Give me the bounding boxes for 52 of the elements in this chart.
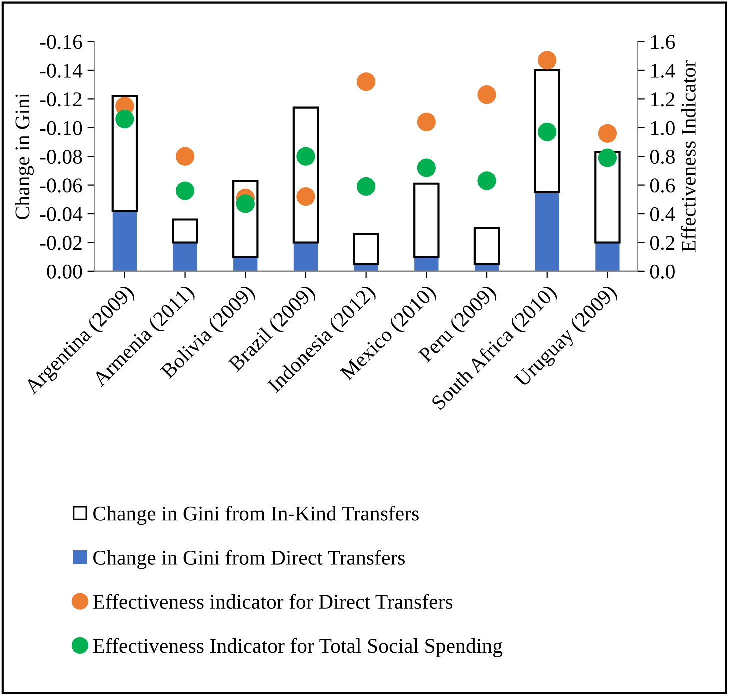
y2-tick-label: 0.6 xyxy=(650,178,676,193)
legend-label: Effectiveness indicator for Direct Transfers xyxy=(93,594,453,610)
point xyxy=(296,147,316,166)
y2-tick-label: 1.0 xyxy=(652,121,675,136)
point xyxy=(417,158,436,178)
y2-tick-label: 0.2 xyxy=(650,236,675,250)
point xyxy=(417,112,436,132)
bar xyxy=(353,233,380,266)
y2-tick-label: 1.6 xyxy=(652,35,676,50)
point xyxy=(538,122,557,142)
bar xyxy=(414,182,440,258)
y2-axis-title: Effectiveness Indicator xyxy=(681,60,696,252)
y-tick-label: -0.10 xyxy=(40,121,82,136)
bar xyxy=(234,257,258,272)
point xyxy=(478,86,496,104)
y2-tick-label: 0.4 xyxy=(650,207,676,222)
bar xyxy=(172,218,198,244)
bar xyxy=(534,69,560,194)
legend-label: Change in Gini from Direct Transfers xyxy=(94,550,405,570)
bar xyxy=(535,192,560,272)
point xyxy=(357,72,376,92)
y2-tick-label: 1.2 xyxy=(652,92,675,107)
bar xyxy=(112,211,138,272)
bar xyxy=(596,242,620,272)
point xyxy=(598,148,618,168)
point xyxy=(236,194,255,214)
legend-label: Effectiveness Indicator for Total Social Spending xyxy=(93,638,503,658)
y-axis-title: Change in Gini xyxy=(15,93,34,220)
y-tick-label: -0.02 xyxy=(40,236,82,250)
point xyxy=(176,147,195,166)
point xyxy=(357,177,376,196)
y-tick-label: 0.00 xyxy=(47,264,82,279)
y2-tick-label: 0.8 xyxy=(650,150,675,164)
y2-tick-label: 1.4 xyxy=(652,64,676,78)
legend-label: Change in Gini from In-Kind Transfers xyxy=(94,506,419,526)
y-tick-label: -0.08 xyxy=(40,150,82,164)
y-tick-label: -0.04 xyxy=(40,207,83,222)
bar xyxy=(173,242,198,272)
point xyxy=(176,182,195,200)
y-tick-label: -0.14 xyxy=(40,64,83,78)
y2-tick-label: 0.0 xyxy=(650,264,675,279)
point xyxy=(296,187,316,206)
bar xyxy=(474,227,500,266)
bar xyxy=(414,257,439,272)
point xyxy=(478,172,496,190)
point xyxy=(598,124,618,143)
y-tick-label: -0.12 xyxy=(40,92,82,107)
point xyxy=(538,51,557,70)
y-tick-label: -0.06 xyxy=(40,178,82,193)
bar xyxy=(294,242,318,272)
y-tick-label: -0.16 xyxy=(40,35,82,50)
point xyxy=(116,110,134,129)
